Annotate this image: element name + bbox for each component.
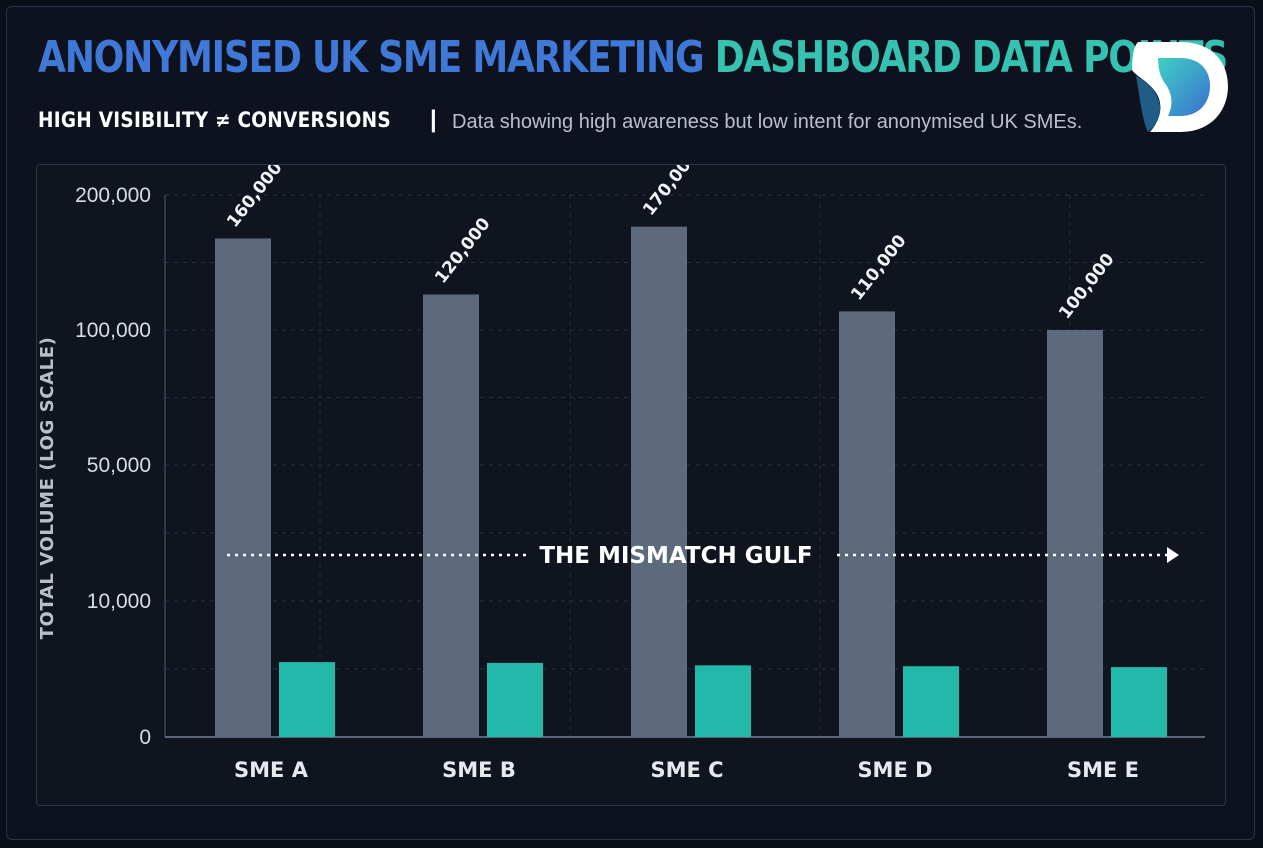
title-part-1: ANONYMISED UK SME MARKETING <box>38 32 705 83</box>
y-tick-label: 0 <box>139 726 151 749</box>
page-title: ANONYMISED UK SME MARKETING DASHBOARD DA… <box>38 36 1228 80</box>
bar-secondary <box>1111 667 1167 737</box>
bar-secondary <box>487 662 543 737</box>
d-letter-logo-icon <box>1128 36 1232 136</box>
x-tick-label: SME E <box>1067 758 1139 782</box>
subtitle-headline: HIGH VISIBILITY ≠ CONVERSIONS <box>38 108 391 132</box>
bar-primary <box>631 226 687 737</box>
subtitle-description: Data showing high awareness but low inte… <box>452 111 1083 133</box>
data-label: 100,000 <box>1055 250 1119 323</box>
gulf-arrowhead <box>1167 547 1179 563</box>
bar-secondary <box>279 662 335 737</box>
y-axis-title: TOTAL VOLUME (LOG SCALE) <box>37 337 58 640</box>
bar-chart: 0 10,000 50,000 100,000 200,000 TOTAL VOLUME … <box>37 165 1205 782</box>
bar-primary <box>1047 330 1103 737</box>
bar-primary <box>423 294 479 737</box>
data-label: 120,000 <box>431 214 495 287</box>
chart-panel: 0 10,000 50,000 100,000 200,000 TOTAL VOLUME … <box>36 164 1226 806</box>
subtitle: HIGH VISIBILITY ≠ CONVERSIONS | Data sho… <box>38 106 1082 133</box>
y-tick-label: 10,000 <box>87 590 151 613</box>
bar-secondary <box>695 665 751 737</box>
data-label: 110,000 <box>847 231 911 304</box>
x-tick-label: SME D <box>857 758 932 782</box>
subtitle-separator: | <box>430 106 437 133</box>
y-tick-label: 200,000 <box>75 184 151 207</box>
x-tick-label: SME C <box>650 758 723 782</box>
x-tick-label: SME B <box>442 758 516 782</box>
data-label: 160,000 <box>223 165 287 232</box>
gulf-annotation: THE MISMATCH GULF <box>539 543 812 569</box>
bar-primary <box>839 311 895 737</box>
y-tick-label: 100,000 <box>75 319 151 342</box>
data-label: 170,000 <box>639 165 703 220</box>
bar-secondary <box>903 666 959 737</box>
y-tick-label: 50,000 <box>87 454 151 477</box>
x-tick-label: SME A <box>234 758 309 782</box>
bar-primary <box>215 238 271 737</box>
